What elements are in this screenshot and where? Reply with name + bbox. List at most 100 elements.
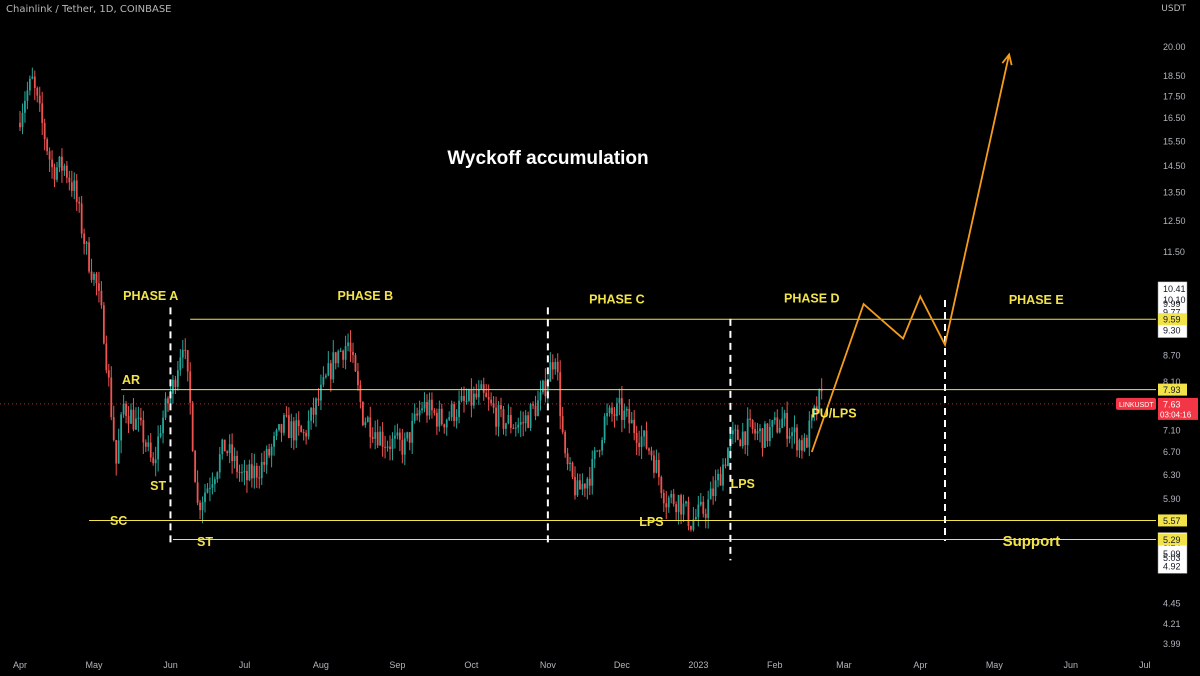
candle-body <box>369 417 372 438</box>
candle-body <box>633 419 636 433</box>
candle-body <box>724 464 727 467</box>
candle <box>184 338 187 360</box>
candle <box>209 477 211 502</box>
candle-body <box>576 480 579 496</box>
candle <box>662 489 665 512</box>
candle <box>102 301 105 345</box>
y-tick-label: 9.77 <box>1163 307 1181 317</box>
candle <box>56 161 58 183</box>
candle-body <box>781 418 784 428</box>
candle <box>100 281 103 309</box>
candle <box>500 397 502 418</box>
candle <box>115 440 118 476</box>
candle <box>21 103 24 135</box>
candle-body <box>477 388 480 398</box>
candle <box>329 359 332 392</box>
candle-body <box>657 460 660 478</box>
candle-body <box>519 422 522 425</box>
candle-body <box>687 501 690 527</box>
candle <box>253 453 256 489</box>
candle <box>231 433 234 474</box>
candle-body <box>199 502 201 511</box>
y-tick-label: 11.50 <box>1163 247 1185 257</box>
candle <box>112 405 115 442</box>
candle-body <box>650 450 653 456</box>
candle <box>781 406 784 429</box>
candle-body <box>169 393 172 404</box>
candle-body <box>391 438 394 449</box>
candle-body <box>302 431 305 433</box>
candle-body <box>534 405 537 417</box>
candle-body <box>756 431 759 434</box>
candle-body <box>26 90 29 101</box>
y-tick-label: 17.50 <box>1163 91 1186 101</box>
candle <box>88 237 90 274</box>
candle-body <box>307 420 310 437</box>
candle <box>398 428 401 452</box>
candle <box>685 500 687 507</box>
candle <box>458 390 460 424</box>
candle-body <box>704 513 707 518</box>
candle <box>704 508 707 529</box>
candle-body <box>329 363 332 380</box>
candle <box>53 163 56 188</box>
candle <box>697 495 700 527</box>
candle <box>206 483 209 494</box>
candle <box>793 415 796 444</box>
candle <box>278 424 280 432</box>
candle-body <box>105 343 108 371</box>
candle <box>369 406 372 449</box>
candle <box>667 495 670 513</box>
candle-body <box>201 502 204 511</box>
candle-body <box>655 460 658 473</box>
candle <box>344 335 347 370</box>
candle <box>275 428 278 441</box>
candle-body <box>386 446 389 448</box>
candle <box>396 423 399 440</box>
candle-body <box>648 448 650 451</box>
candle-body <box>280 424 283 433</box>
candle-body <box>147 442 150 447</box>
candle-body <box>428 399 431 416</box>
candle <box>139 407 142 426</box>
candle <box>768 419 771 447</box>
candle-body <box>672 493 675 505</box>
annotation-label: ST <box>197 535 213 549</box>
candle <box>640 425 643 460</box>
candle-body <box>505 423 507 429</box>
price-badge <box>1158 533 1187 546</box>
projection-line <box>810 54 1010 453</box>
candle <box>591 450 594 495</box>
candle <box>394 425 396 449</box>
candle <box>233 447 236 469</box>
candle <box>144 439 147 453</box>
candle <box>475 383 478 400</box>
symbol-badge <box>1116 397 1156 410</box>
candle-body <box>593 450 596 460</box>
candle-body <box>768 426 771 442</box>
candle <box>818 388 821 414</box>
candle-body <box>438 408 441 427</box>
annotation-label: LPS <box>639 515 663 529</box>
candle-body <box>608 407 611 414</box>
candle <box>655 449 658 474</box>
candle-body <box>344 346 347 360</box>
symbol-badge-label: LINKUSDT <box>1119 402 1154 409</box>
candle-body <box>394 435 396 439</box>
candle <box>586 476 589 500</box>
candle-body <box>149 442 152 458</box>
candle <box>218 447 221 479</box>
candle-body <box>579 480 581 490</box>
candle <box>596 450 599 453</box>
candle-body <box>596 450 599 452</box>
candle <box>65 161 68 184</box>
candle-body <box>179 357 182 371</box>
candle <box>820 378 823 400</box>
candle-body <box>509 414 512 428</box>
candle-body <box>675 504 678 513</box>
candle <box>630 411 633 424</box>
candle-body <box>263 461 266 465</box>
candle-body <box>460 395 463 401</box>
candle-body <box>364 421 367 426</box>
candle <box>28 75 31 96</box>
